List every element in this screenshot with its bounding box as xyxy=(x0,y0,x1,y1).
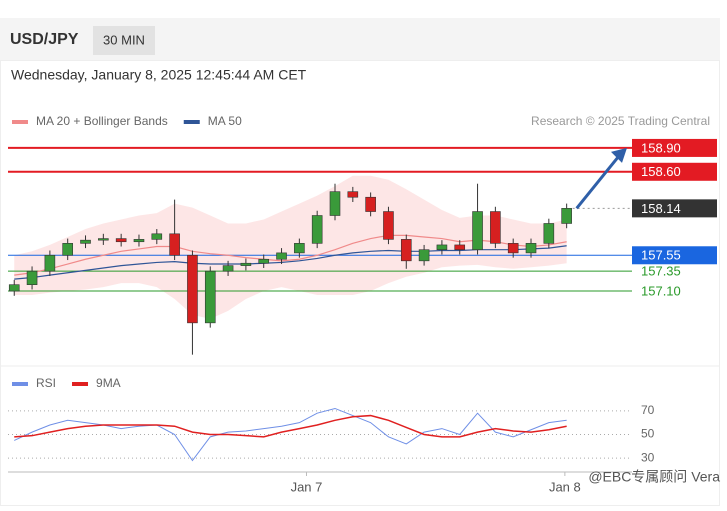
candle-body xyxy=(26,270,38,285)
legend-swatch xyxy=(183,120,200,124)
candle-body xyxy=(561,208,572,224)
candle-body xyxy=(115,238,127,243)
level-label: 158.60 xyxy=(641,164,681,179)
last-price-box xyxy=(632,199,717,218)
candle-body xyxy=(258,258,270,264)
candle-body xyxy=(98,238,109,241)
candle-body xyxy=(490,211,501,244)
y-tick-label: 50 xyxy=(641,427,655,441)
candle-body xyxy=(204,270,216,324)
level-label: 157.55 xyxy=(641,248,681,263)
level-box xyxy=(632,246,717,265)
symbol: USD/JPY xyxy=(10,31,79,48)
last-price-label: 158.14 xyxy=(641,201,681,216)
y-tick-label: 70 xyxy=(641,403,655,417)
candle-body xyxy=(311,215,323,244)
candle-body xyxy=(507,243,519,254)
candle-body xyxy=(187,254,198,324)
candle-body xyxy=(454,244,466,251)
candle-body xyxy=(400,239,412,262)
legend-label: 9MA xyxy=(96,376,121,390)
candle-body xyxy=(62,243,73,256)
candle-body xyxy=(347,191,359,198)
candle-body xyxy=(294,243,305,254)
candle-body xyxy=(436,244,448,251)
legend-swatch xyxy=(12,382,28,386)
credit: Research © 2025 Trading Central xyxy=(531,114,710,128)
candle-body xyxy=(525,243,537,254)
candle-body xyxy=(8,284,20,292)
candle-body xyxy=(151,233,163,240)
target-arrow xyxy=(575,154,621,210)
candle-body xyxy=(240,262,252,266)
candle-body xyxy=(418,249,430,262)
candle-body xyxy=(276,252,287,260)
timestamp: Wednesday, January 8, 2025 12:45:44 AM C… xyxy=(11,67,307,83)
candle-body xyxy=(80,239,91,244)
watermark: @EBC专属顾问 Vera xyxy=(588,469,720,485)
candle-body xyxy=(44,254,56,272)
indicator-line xyxy=(14,414,567,438)
x-tick-label: Jan 7 xyxy=(291,479,323,494)
candle-body xyxy=(169,233,180,256)
interval-box[interactable] xyxy=(93,26,155,55)
interval[interactable]: 30 MIN xyxy=(103,32,145,47)
candle-body xyxy=(133,239,145,243)
candle-body xyxy=(329,191,341,216)
candle-body xyxy=(365,196,376,212)
bollinger-band xyxy=(14,175,567,319)
legend-swatch xyxy=(12,120,28,124)
candle-body xyxy=(472,211,483,251)
legend-swatch xyxy=(72,382,89,386)
y-tick-label: 30 xyxy=(641,450,655,464)
level-label: 157.10 xyxy=(641,283,681,298)
legend-label: MA 20 + Bollinger Bands xyxy=(36,114,168,128)
level-label: 157.35 xyxy=(641,264,681,279)
candle-body xyxy=(543,223,555,244)
level-box xyxy=(632,138,717,157)
level-label: 158.90 xyxy=(641,140,681,155)
x-tick-label: Jan 8 xyxy=(549,479,581,494)
candle-body xyxy=(222,265,234,272)
candle-body xyxy=(383,211,394,240)
target-arrowhead xyxy=(611,147,627,163)
level-box xyxy=(632,162,717,181)
legend-label: MA 50 xyxy=(208,114,242,128)
legend-label: RSI xyxy=(36,376,56,390)
